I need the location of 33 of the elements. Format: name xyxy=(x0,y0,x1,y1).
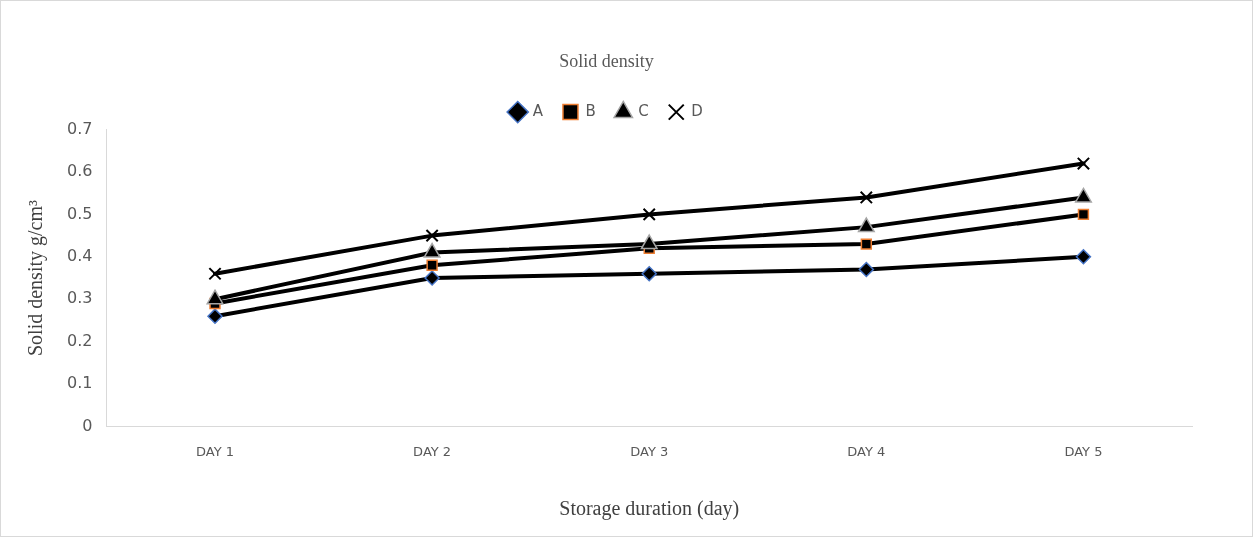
y-tick-label: 0.3 xyxy=(66,288,93,308)
point xyxy=(1076,156,1091,171)
legend-label: C xyxy=(638,101,649,120)
x-tick-label: DAY 5 xyxy=(1064,443,1103,459)
y-tick-label: 0.4 xyxy=(66,245,93,265)
y-tick-label: 0.6 xyxy=(66,161,93,181)
x-tick-label: DAY 4 xyxy=(847,443,886,459)
x-axis-title: Storage duration (day) xyxy=(559,497,740,521)
point xyxy=(642,207,656,222)
y-tick-label: 0.2 xyxy=(66,330,93,350)
point xyxy=(207,308,223,324)
chart-title: Solid density xyxy=(559,50,654,71)
y-tick-label: 0.5 xyxy=(66,203,93,223)
point xyxy=(859,190,873,205)
point xyxy=(1075,249,1092,265)
x-tick-label: DAY 1 xyxy=(195,443,235,459)
point xyxy=(641,266,657,282)
y-tick-label: 0.1 xyxy=(66,373,93,393)
point xyxy=(860,238,873,250)
point xyxy=(1077,208,1090,221)
point xyxy=(424,270,440,286)
legend-label: D xyxy=(691,101,703,120)
x-tick-label: DAY 2 xyxy=(413,443,452,459)
point xyxy=(425,228,439,243)
point xyxy=(858,261,875,278)
legend-label: A xyxy=(532,101,544,120)
legend-label: B xyxy=(585,101,596,120)
point xyxy=(426,259,438,271)
y-tick-label: 0 xyxy=(82,415,93,435)
x-tick-label: DAY 3 xyxy=(630,443,669,459)
point xyxy=(208,267,222,281)
y-axis-title: Solid density g/cm³ xyxy=(24,200,48,356)
y-tick-label: 0.7 xyxy=(66,118,93,138)
